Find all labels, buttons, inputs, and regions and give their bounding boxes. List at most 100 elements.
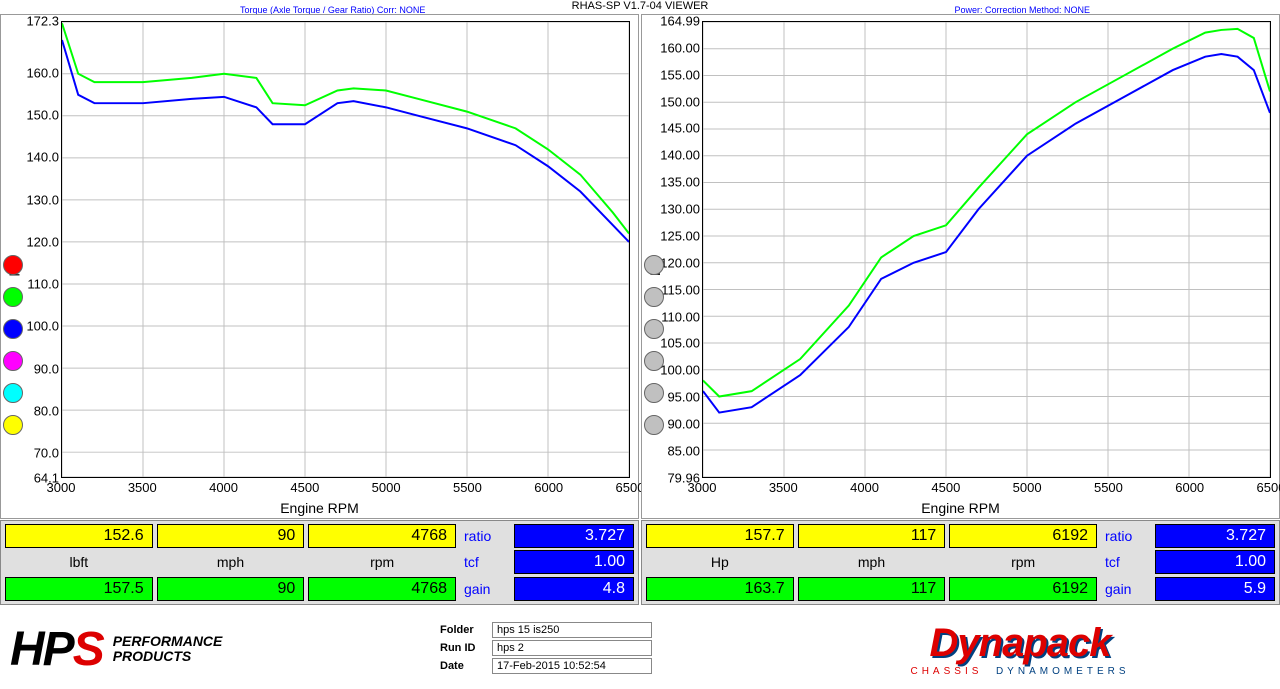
ratio-label: ratio [1101, 528, 1151, 544]
ytick: 145.00 [660, 121, 700, 136]
xtick: 5000 [372, 480, 401, 495]
power-readout: 157.71176192ratio3.727Hpmphrpmtcf1.00163… [641, 520, 1280, 605]
torque-chart: lbft Engine RPM 64.170.080.090.0100.0110… [0, 14, 639, 519]
meta-date-label: Date [440, 660, 488, 672]
legend-dot[interactable] [644, 351, 664, 371]
charts-row: lbft Engine RPM 64.170.080.090.0100.0110… [0, 14, 1280, 519]
ratio-label: ratio [460, 528, 510, 544]
dynapack-sub: CHASSIS DYNAMOMETERS [760, 666, 1280, 677]
ytick: 135.00 [660, 175, 700, 190]
xtick: 5500 [453, 480, 482, 495]
ytick: 120.0 [26, 234, 59, 249]
ytick: 105.00 [660, 336, 700, 351]
ytick: 140.00 [660, 148, 700, 163]
meta-folder: hps 15 is250 [492, 622, 652, 638]
gain-value: 4.8 [514, 577, 634, 601]
xtick: 4000 [209, 480, 238, 495]
xtick: 6000 [534, 480, 563, 495]
dynapack-mark: Dynapack [760, 621, 1280, 666]
gain-value: 5.9 [1155, 577, 1275, 601]
ytick: 160.00 [660, 40, 700, 55]
footer: HPS PERFORMANCE PRODUCTS Folder hps 15 is… [0, 609, 1280, 689]
xtick: 3000 [47, 480, 76, 495]
readout-green-1: 117 [798, 577, 946, 601]
legend-dot[interactable] [644, 383, 664, 403]
meta-folder-label: Folder [440, 624, 488, 636]
xtick: 6000 [1175, 480, 1204, 495]
readout-green-0: 163.7 [646, 577, 794, 601]
ratio-value: 3.727 [514, 524, 634, 548]
xtick: 6500 [1257, 480, 1280, 495]
power-chart: Hp Engine RPM 79.9685.0090.0095.00100.00… [641, 14, 1280, 519]
xtick: 4000 [850, 480, 879, 495]
app-title: RHAS-SP V1.7-04 VIEWER [572, 0, 709, 12]
hps-sub: PERFORMANCE PRODUCTS [113, 634, 223, 665]
readout-green-0: 157.5 [5, 577, 153, 601]
ytick: 115.00 [661, 282, 700, 297]
meta-date: 17-Feb-2015 10:52:54 [492, 658, 652, 674]
xtick: 5500 [1094, 480, 1123, 495]
legend-dot[interactable] [3, 319, 23, 339]
readout-yellow-2: 4768 [308, 524, 456, 548]
meta-runid-label: Run ID [440, 642, 488, 654]
readouts-row: 152.6904768ratio3.727lbftmphrpmtcf1.0015… [0, 520, 1280, 605]
legend-dot[interactable] [3, 415, 23, 435]
hps-logo: HPS PERFORMANCE PRODUCTS [0, 622, 440, 677]
ytick: 100.0 [26, 319, 59, 334]
legend-dot[interactable] [3, 383, 23, 403]
legend-dot[interactable] [644, 255, 664, 275]
unit-1: mph [157, 554, 305, 570]
ytick: 120.00 [660, 255, 700, 270]
ratio-value: 3.727 [1155, 524, 1275, 548]
unit-2: rpm [308, 554, 456, 570]
legend-dot[interactable] [3, 287, 23, 307]
readout-yellow-1: 90 [157, 524, 305, 548]
power-plot [702, 21, 1271, 478]
power-xticks: 30003500400045005000550060006500 [702, 480, 1271, 498]
ytick: 140.0 [26, 150, 59, 165]
torque-plot [61, 21, 630, 478]
hps-mark: HPS [10, 622, 103, 677]
torque-readout: 152.6904768ratio3.727lbftmphrpmtcf1.0015… [0, 520, 639, 605]
tcf-value: 1.00 [514, 550, 634, 574]
unit-2: rpm [949, 554, 1097, 570]
legend-dot[interactable] [644, 415, 664, 435]
ytick: 130.00 [660, 202, 700, 217]
unit-1: mph [798, 554, 946, 570]
ytick: 90.00 [667, 417, 700, 432]
power-legend [644, 255, 664, 435]
xtick: 3500 [769, 480, 798, 495]
ytick: 172.3 [26, 14, 59, 29]
ytick: 150.00 [660, 94, 700, 109]
legend-dot[interactable] [3, 255, 23, 275]
unit-0: Hp [646, 554, 794, 570]
readout-yellow-1: 117 [798, 524, 946, 548]
gain-label: gain [1101, 581, 1151, 597]
xtick: 4500 [290, 480, 319, 495]
legend-dot[interactable] [644, 319, 664, 339]
legend-dot[interactable] [3, 351, 23, 371]
ytick: 90.0 [34, 361, 59, 376]
xtick: 3500 [128, 480, 157, 495]
readout-yellow-0: 152.6 [5, 524, 153, 548]
ytick: 125.00 [660, 228, 700, 243]
legend-dot[interactable] [644, 287, 664, 307]
ytick: 100.00 [660, 363, 700, 378]
unit-0: lbft [5, 554, 153, 570]
torque-xticks: 30003500400045005000550060006500 [61, 480, 630, 498]
readout-green-2: 4768 [308, 577, 456, 601]
tcf-label: tcf [460, 554, 510, 570]
ytick: 130.0 [26, 192, 59, 207]
gain-label: gain [460, 581, 510, 597]
meta-runid: hps 2 [492, 640, 652, 656]
ytick: 95.00 [667, 390, 700, 405]
xtick: 5000 [1013, 480, 1042, 495]
tcf-value: 1.00 [1155, 550, 1275, 574]
power-xlabel: Engine RPM [921, 500, 1000, 516]
ytick: 110.00 [661, 309, 700, 324]
ytick: 150.0 [26, 108, 59, 123]
torque-legend [3, 255, 23, 435]
readout-yellow-2: 6192 [949, 524, 1097, 548]
meta-box: Folder hps 15 is250 Run ID hps 2 Date 17-Fe… [440, 622, 760, 676]
ytick: 70.0 [34, 446, 59, 461]
